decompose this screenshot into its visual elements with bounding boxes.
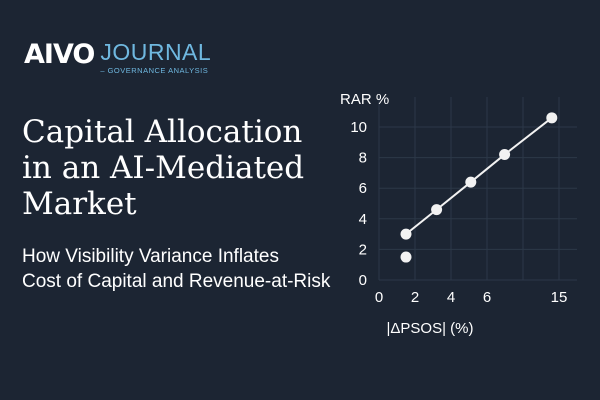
series-line	[405, 117, 553, 235]
x-tick-label: 4	[447, 289, 455, 306]
subtitle-line: Cost of Capital and Revenue-at-Risk	[22, 271, 331, 292]
data-point	[465, 176, 477, 188]
title-line: in an AI-Mediated	[22, 150, 305, 186]
y-tick-label: 6	[359, 180, 367, 197]
y-tick-label: 8	[359, 150, 367, 167]
x-tick-label: 6	[483, 289, 491, 306]
x-tick-label: 2	[411, 289, 419, 306]
title-line: Capital Allocation	[22, 114, 303, 150]
data-point	[546, 112, 558, 124]
y-tick-label: 2	[359, 241, 367, 258]
y-tick-label: 10	[350, 119, 367, 136]
x-axis-label: |ΔPSOS| (%)	[387, 320, 474, 337]
logo-brand: AIVO	[24, 39, 95, 70]
data-point	[400, 228, 412, 240]
logo-tagline: – GOVERNANCE ANALYSIS	[100, 66, 209, 75]
x-tick-label: 0	[375, 289, 383, 306]
logo: AIVO JOURNAL – GOVERNANCE ANALYSIS	[24, 39, 212, 76]
subtitle-line: How Visibility Variance Inflates	[22, 246, 279, 267]
page-title: Capital Allocation in an AI-Mediated Mar…	[22, 114, 304, 222]
y-tick-label: 0	[359, 272, 367, 289]
x-tick-label: 15	[551, 289, 568, 306]
outlier-point	[400, 251, 412, 263]
y-axis-label: RAR %	[340, 91, 389, 108]
y-tick-label: 4	[359, 211, 367, 228]
data-point	[499, 149, 511, 161]
data-point	[431, 204, 443, 216]
subtitle: How Visibility Variance Inflates Cost of…	[22, 244, 330, 294]
title-line: Market	[22, 186, 137, 222]
logo-journal: JOURNAL	[100, 39, 212, 65]
